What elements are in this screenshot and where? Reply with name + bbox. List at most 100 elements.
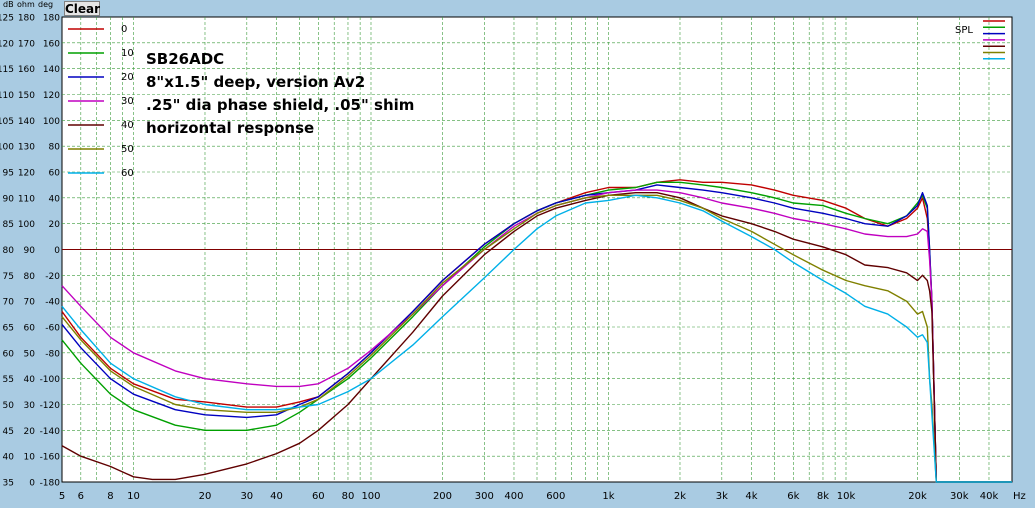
y-tick-ohm: 0 — [29, 479, 35, 489]
y-tick-ohm: 10 — [24, 453, 36, 463]
y-tick-db: 105 — [0, 117, 14, 127]
y-tick-db: 50 — [3, 401, 15, 411]
y-tick-db: 70 — [3, 298, 15, 308]
y-tick-ohm: 80 — [24, 272, 36, 282]
y-tick-db: 80 — [3, 246, 15, 256]
x-tick-label: 8 — [107, 491, 113, 502]
series-line-10 — [61, 181, 1012, 483]
legend-label-20: 20 — [121, 72, 134, 83]
db-axis-header: dB — [3, 0, 14, 9]
x-tick-label: 80 — [342, 491, 355, 502]
y-axis-ticks: 125 180 180 120 170 160 115 160 140 110 150 120 105 1… — [0, 14, 60, 489]
y-tick-db: 65 — [3, 324, 14, 334]
y-tick-db: 85 — [3, 220, 14, 230]
x-tick-label: 1k — [602, 491, 614, 502]
x-tick-label: 400 — [504, 491, 523, 502]
y-tick-ohm: 170 — [18, 39, 35, 49]
y-tick-deg: 140 — [43, 65, 60, 75]
y-tick-deg: -120 — [40, 401, 61, 411]
y-tick-db: 125 — [0, 14, 14, 24]
y-tick-ohm: 40 — [24, 375, 36, 385]
y-tick-db: 95 — [3, 169, 14, 179]
x-tick-label: 6k — [787, 491, 799, 502]
x-tick-label: 6 — [78, 491, 84, 502]
x-unit-label: Hz — [1013, 491, 1026, 502]
y-tick-ohm: 70 — [24, 298, 36, 308]
annotations: SB26ADC 8"x1.5" deep, version Av2 .25" dia… — [146, 50, 414, 137]
y-tick-deg: -20 — [45, 272, 60, 282]
y-tick-ohm: 50 — [24, 349, 36, 359]
x-tick-label: 30k — [950, 491, 969, 502]
y-tick-db: 40 — [3, 453, 15, 463]
y-tick-deg: 180 — [43, 14, 60, 24]
x-tick-label: 5 — [59, 491, 65, 502]
y-tick-deg: 20 — [49, 220, 61, 230]
series-line-50 — [61, 194, 1012, 483]
y-tick-db: 115 — [0, 65, 14, 75]
x-tick-label: 600 — [546, 491, 565, 502]
x-tick-label: 10 — [127, 491, 140, 502]
series-line-30 — [61, 189, 1012, 483]
y-tick-ohm: 180 — [18, 14, 35, 24]
series-line-0 — [61, 179, 1012, 483]
y-tick-ohm: 60 — [24, 324, 36, 334]
x-axis-ticks: 5 6 8 10 20 30 40 60 80 100 200 300 400 600 1k 2k 3k 4k 6k… — [59, 491, 999, 502]
x-tick-label: 4k — [745, 491, 757, 502]
x-tick-label: 40 — [270, 491, 283, 502]
legend-label-10: 10 — [121, 48, 134, 59]
x-tick-label: 8k — [817, 491, 829, 502]
y-tick-ohm: 150 — [18, 91, 35, 101]
annotation-line: .25" dia phase shield, .05" shim — [146, 96, 414, 114]
y-tick-deg: 60 — [49, 169, 61, 179]
y-tick-db: 35 — [3, 479, 14, 489]
x-tick-label: 300 — [475, 491, 494, 502]
legend-label-50: 50 — [121, 144, 134, 155]
x-tick-label: 20k — [908, 491, 927, 502]
y-tick-deg: -100 — [40, 375, 61, 385]
y-tick-deg: 0 — [54, 246, 60, 256]
grid — [62, 17, 1012, 482]
y-tick-ohm: 30 — [24, 401, 36, 411]
x-tick-label: 3k — [716, 491, 728, 502]
annotation-line: horizontal response — [146, 119, 314, 137]
spl-legend: SPL — [955, 20, 1005, 60]
y-tick-deg: 100 — [43, 117, 60, 127]
y-tick-ohm: 130 — [18, 143, 35, 153]
y-tick-deg: -40 — [45, 298, 60, 308]
y-tick-db: 45 — [3, 427, 14, 437]
y-tick-deg: 160 — [43, 39, 60, 49]
annotation-line: SB26ADC — [146, 50, 224, 68]
x-tick-label: 10k — [837, 491, 856, 502]
legend-label-30: 30 — [121, 96, 134, 107]
x-tick-label: 30 — [240, 491, 253, 502]
annotation-line: 8"x1.5" deep, version Av2 — [146, 73, 365, 91]
clear-button[interactable]: Clear — [64, 1, 101, 16]
y-tick-ohm: 20 — [24, 427, 36, 437]
x-tick-label: 2k — [674, 491, 686, 502]
y-tick-ohm: 120 — [18, 169, 35, 179]
legend: 0 10 20 30 40 50 60 — [68, 24, 134, 179]
y-tick-deg: -60 — [45, 324, 60, 334]
y-tick-ohm: 100 — [18, 220, 35, 230]
series-line-60 — [61, 194, 1012, 483]
y-tick-db: 110 — [0, 91, 14, 101]
deg-axis-header: deg — [38, 0, 53, 9]
x-tick-label: 40k — [980, 491, 999, 502]
y-tick-deg: 80 — [49, 143, 61, 153]
y-tick-ohm: 90 — [24, 246, 36, 256]
y-tick-db: 100 — [0, 143, 14, 153]
legend-label-0: 0 — [121, 24, 127, 35]
y-tick-deg: -80 — [45, 349, 60, 359]
y-tick-ohm: 140 — [18, 117, 35, 127]
y-tick-db: 75 — [3, 272, 14, 282]
spl-label: SPL — [955, 25, 973, 36]
ohm-axis-header: ohm — [17, 0, 35, 9]
y-tick-ohm: 110 — [18, 194, 35, 204]
x-tick-label: 20 — [199, 491, 212, 502]
y-tick-db: 55 — [3, 375, 14, 385]
y-tick-deg: -140 — [40, 427, 61, 437]
y-tick-db: 90 — [3, 194, 15, 204]
x-tick-label: 60 — [312, 491, 325, 502]
